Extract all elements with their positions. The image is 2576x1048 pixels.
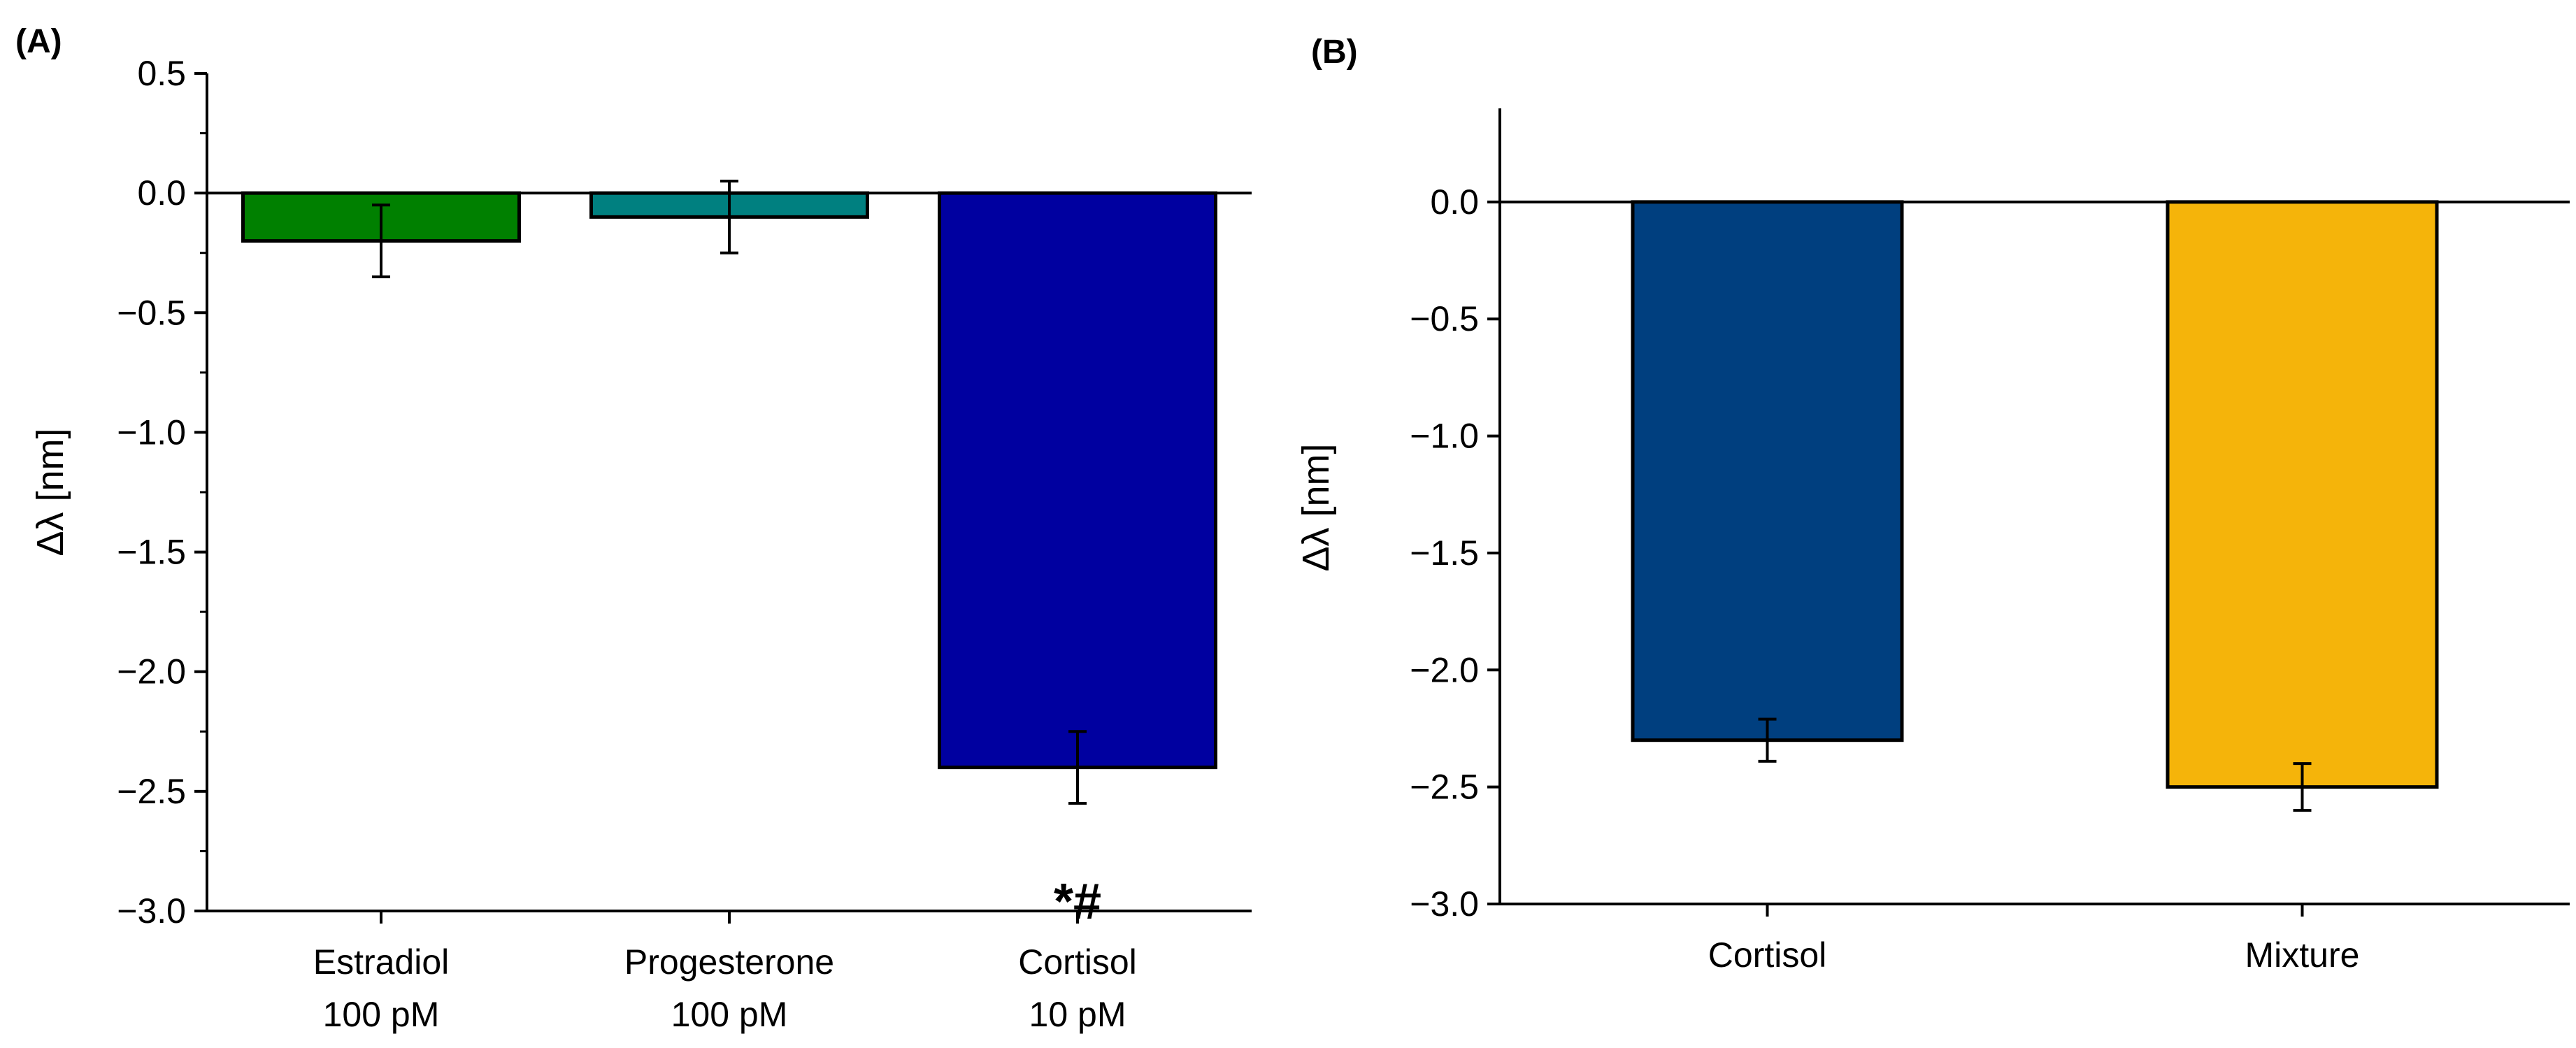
x-category-label-b-1: Mixture [2245, 935, 2360, 975]
bar-b-1 [2166, 200, 2439, 789]
y-tick-label-a-5: −2.0 [117, 652, 186, 691]
y-tick-label-b-6: −3.0 [1410, 884, 1479, 924]
y-axis-title-b: Δλ [nm] [1295, 443, 1337, 571]
y-tick-label-a-0: 0.5 [137, 54, 186, 93]
panel-label-a: (A) [15, 23, 62, 60]
y-tick-label-a-1: 0.0 [137, 173, 186, 213]
y-tick-label-a-3: −1.0 [117, 412, 186, 452]
x-category-label-a-1: Progesterone [624, 942, 834, 982]
x-category-label-a-2: Cortisol [1018, 942, 1136, 982]
y-tick-label-a-7: −3.0 [117, 891, 186, 931]
x-category-label-b-0: Cortisol [1708, 935, 1826, 975]
y-tick-label-a-4: −1.5 [117, 533, 186, 572]
y-axis-title-a: Δλ [nm] [29, 428, 71, 556]
y-tick-label-b-0: 0.0 [1430, 182, 1479, 222]
y-tick-label-a-2: −0.5 [117, 293, 186, 332]
y-tick-label-a-6: −2.5 [117, 772, 186, 811]
y-tick-label-b-4: −2.0 [1410, 650, 1479, 689]
panel-label-b: (B) [1311, 34, 1358, 71]
bar-a-2 [938, 191, 1217, 770]
bar-b-0 [1631, 200, 1904, 742]
x-category-sublabel-a-2: 10 pM [1029, 995, 1126, 1034]
y-tick-label-b-5: −2.5 [1410, 768, 1479, 807]
x-category-label-a-0: Estradiol [313, 942, 450, 982]
y-tick-label-b-1: −0.5 [1410, 299, 1479, 338]
x-category-sublabel-a-0: 100 pM [323, 995, 440, 1034]
y-tick-label-b-3: −1.5 [1410, 533, 1479, 573]
panel-a-chart: (A)*#0.50.0−0.5−1.0−1.5−2.0−2.5−3.0Estra… [15, 23, 1252, 1034]
panel-b-chart: (B) 0.0 −0.5 −1.0 −1.5 −2.0 −2.5 −3.0 Cortisol Mi… [1295, 34, 2570, 975]
y-tick-label-b-2: −1.0 [1410, 417, 1479, 456]
x-category-sublabel-a-1: 100 pM [671, 995, 788, 1034]
